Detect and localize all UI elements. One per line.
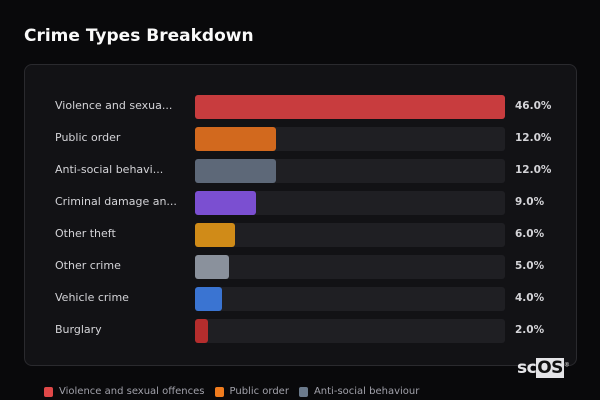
bar[interactable] (195, 287, 222, 311)
value-label: 12.0% (515, 132, 552, 144)
bar-track (195, 255, 505, 279)
legend: Violence and sexual offences Public order… (44, 386, 419, 397)
bar-row: Other theft 6.0% (25, 223, 576, 247)
category-label: Burglary (55, 323, 102, 336)
legend-item[interactable]: Violence and sexual offences (44, 386, 205, 397)
category-label: Other crime (55, 259, 121, 272)
legend-label: Violence and sexual offences (59, 386, 205, 397)
legend-swatch (298, 386, 308, 397)
bar[interactable] (195, 255, 229, 279)
bar[interactable] (195, 319, 209, 343)
chart-card: Violence and sexua... 46.0% Public order … (24, 64, 577, 366)
value-label: 4.0% (515, 292, 545, 304)
bar-row: Public order 12.0% (25, 127, 576, 151)
value-label: 6.0% (515, 228, 545, 240)
bar-row: Other crime 5.0% (25, 255, 576, 279)
bar[interactable] (195, 95, 505, 119)
legend-label: Anti-social behaviour (313, 386, 420, 397)
bar[interactable] (195, 159, 276, 183)
category-label: Anti-social behavi... (55, 163, 164, 176)
bar-row: Burglary 2.0% (25, 319, 576, 343)
legend-swatch (214, 386, 224, 397)
logo-mark: ® (563, 361, 570, 369)
bar[interactable] (195, 127, 276, 151)
bar-track (195, 319, 505, 343)
logo-text-box: OS (536, 358, 564, 378)
value-label: 5.0% (515, 260, 545, 272)
bar-row: Violence and sexua... 46.0% (25, 95, 576, 119)
legend-item[interactable]: Public order (214, 386, 289, 397)
category-label: Other theft (55, 227, 116, 240)
category-label: Criminal damage an... (55, 195, 177, 208)
legend-label: Public order (229, 386, 289, 397)
legend-swatch (44, 386, 53, 397)
value-label: 12.0% (515, 164, 552, 176)
category-label: Violence and sexua... (55, 99, 173, 112)
bar[interactable] (195, 223, 236, 247)
category-label: Public order (55, 131, 121, 144)
scos-logo: scOS® (517, 358, 570, 378)
bar[interactable] (195, 191, 256, 215)
bar-track (195, 223, 505, 247)
bar-row: Criminal damage an... 9.0% (25, 191, 576, 215)
legend-item[interactable]: Anti-social behaviour (298, 386, 420, 397)
bar-track (195, 127, 505, 151)
value-label: 2.0% (515, 324, 545, 336)
bar-row: Vehicle crime 4.0% (25, 287, 576, 311)
chart-title: Crime Types Breakdown (24, 26, 254, 46)
bar-track (195, 159, 505, 183)
bar-row: Anti-social behavi... 12.0% (25, 159, 576, 183)
value-label: 46.0% (515, 100, 552, 112)
bar-track (195, 287, 505, 311)
bar-track (195, 95, 505, 119)
logo-text: sc (517, 358, 537, 378)
bar-track (195, 191, 505, 215)
value-label: 9.0% (515, 196, 545, 208)
category-label: Vehicle crime (55, 291, 129, 304)
